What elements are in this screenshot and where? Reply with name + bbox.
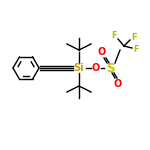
- Text: O: O: [92, 63, 100, 73]
- Text: O: O: [114, 79, 122, 89]
- Text: F: F: [111, 32, 117, 40]
- Text: S: S: [106, 61, 114, 75]
- Text: O: O: [98, 47, 106, 57]
- Text: F: F: [133, 45, 139, 54]
- Text: F: F: [131, 33, 137, 42]
- Text: Si: Si: [74, 63, 84, 73]
